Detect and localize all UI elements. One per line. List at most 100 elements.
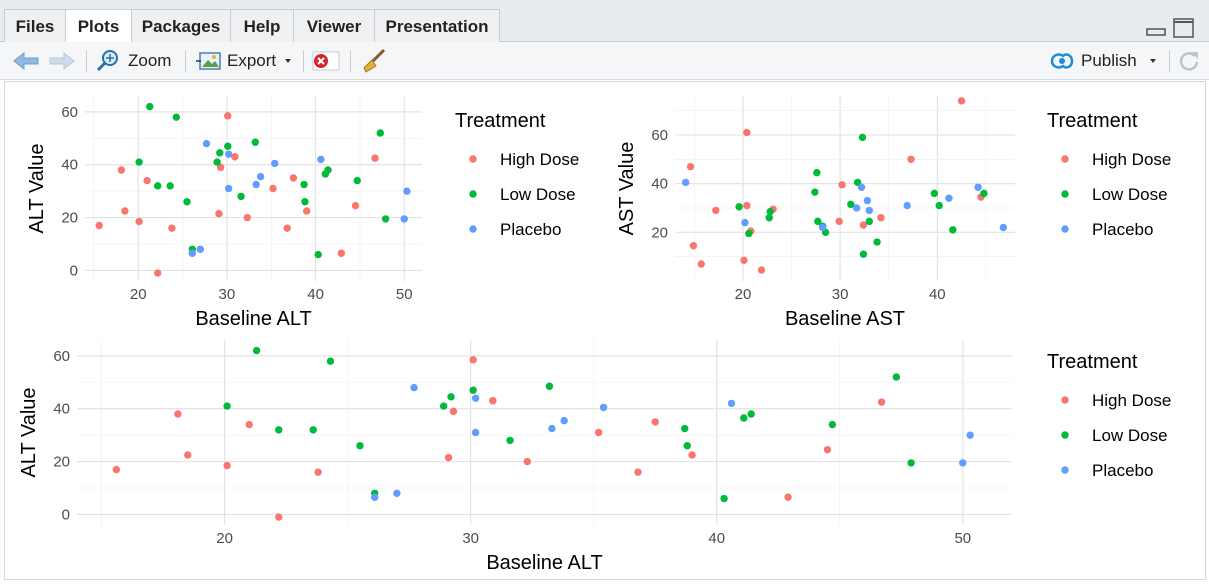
data-point [506, 436, 514, 445]
data-point [865, 206, 873, 215]
plots-toolbar: Zoom Export Publish [0, 42, 1209, 80]
data-point [865, 217, 873, 226]
legend-key [469, 155, 477, 163]
data-point [245, 420, 253, 429]
x-tick-label: 30 [462, 530, 479, 547]
data-point [634, 468, 642, 476]
legend-key [1061, 431, 1069, 439]
data-point [117, 166, 126, 174]
data-point [747, 410, 755, 418]
data-point [376, 129, 385, 137]
tab-plots[interactable]: Plots [65, 9, 132, 43]
data-point [686, 162, 695, 171]
tab-packages[interactable]: Packages [131, 9, 231, 42]
toolbar-separator [185, 50, 186, 72]
y-tick-label: 20 [53, 454, 70, 471]
data-point [903, 201, 911, 210]
maximize-icon[interactable] [1172, 18, 1196, 40]
data-point [814, 217, 822, 226]
zoom-button[interactable]: Zoom [96, 42, 171, 79]
y-tick-label: 60 [53, 348, 70, 365]
data-point [683, 442, 691, 450]
data-point [447, 393, 455, 401]
minimize-icon[interactable] [1146, 18, 1166, 38]
tab-viewer[interactable]: Viewer [293, 9, 375, 42]
data-point [811, 188, 819, 196]
data-point [410, 383, 418, 392]
data-point [712, 206, 720, 215]
data-point [688, 451, 696, 459]
y-tick-label: 60 [61, 104, 78, 121]
data-point [400, 215, 408, 223]
back-arrow-icon[interactable] [12, 51, 40, 71]
legend-label: Placebo [500, 220, 561, 239]
data-point [183, 198, 191, 206]
data-point [957, 97, 966, 105]
x-axis-title: Baseline AST [785, 308, 905, 330]
forward-arrow-icon[interactable] [48, 51, 76, 71]
data-point [314, 468, 322, 476]
x-tick-label: 50 [396, 286, 413, 303]
y-axis-title: ALT Value [26, 143, 48, 233]
data-point [317, 155, 325, 164]
tab-help[interactable]: Help [230, 9, 294, 42]
data-point [959, 459, 967, 467]
export-button[interactable]: Export [196, 42, 298, 79]
data-point [184, 451, 192, 459]
data-point [172, 113, 181, 121]
data-point [689, 242, 698, 250]
legend-key [1061, 155, 1069, 163]
data-point [852, 204, 861, 212]
data-point [735, 203, 743, 211]
data-point [216, 149, 224, 157]
y-tick-label: 0 [62, 506, 70, 523]
data-point [847, 200, 855, 209]
data-point [224, 112, 232, 120]
toolbar-separator [303, 50, 304, 72]
data-point [283, 224, 291, 232]
data-point [784, 493, 792, 501]
legend-title: Treatment [1047, 110, 1138, 132]
data-point [863, 196, 872, 205]
data-point [154, 269, 162, 277]
y-axis-title: ALT Value [18, 387, 40, 477]
data-point [859, 250, 868, 258]
data-point [351, 201, 360, 210]
x-axis-title: Baseline ALT [195, 308, 311, 330]
data-point [309, 426, 317, 434]
data-point [727, 399, 736, 408]
remove-plot-icon[interactable] [312, 50, 340, 72]
data-point [356, 442, 364, 450]
data-point [271, 159, 279, 168]
data-point [966, 431, 974, 439]
tab-files[interactable]: Files [4, 9, 66, 42]
y-tick-label: 40 [651, 176, 668, 193]
refresh-icon[interactable] [1177, 49, 1201, 73]
clear-all-broom-icon[interactable] [360, 48, 388, 74]
data-point [146, 102, 154, 111]
data-point [324, 166, 332, 174]
data-point [275, 426, 283, 434]
tab-presentation[interactable]: Presentation [374, 9, 500, 42]
x-tick-label: 40 [307, 286, 324, 303]
data-point [444, 453, 453, 462]
data-point [371, 154, 379, 162]
data-point [224, 184, 233, 193]
data-point [439, 402, 448, 410]
data-point [720, 494, 728, 503]
zoom-label: Zoom [128, 50, 172, 70]
pane-tabbar: Files Plots Packages Help Viewer Present… [0, 0, 1209, 43]
x-axis-title: Baseline ALT [486, 552, 602, 574]
legend-label: High Dose [500, 150, 579, 169]
data-point [337, 249, 345, 257]
data-point [489, 397, 497, 405]
y-tick-label: 40 [53, 401, 70, 418]
data-point [143, 176, 151, 185]
data-point [196, 245, 204, 253]
x-tick-label: 20 [216, 530, 233, 547]
legend-label: Low Dose [500, 185, 576, 204]
data-point [594, 428, 603, 437]
data-point [818, 223, 827, 232]
data-point [907, 155, 915, 163]
publish-button[interactable]: Publish [1049, 42, 1163, 79]
